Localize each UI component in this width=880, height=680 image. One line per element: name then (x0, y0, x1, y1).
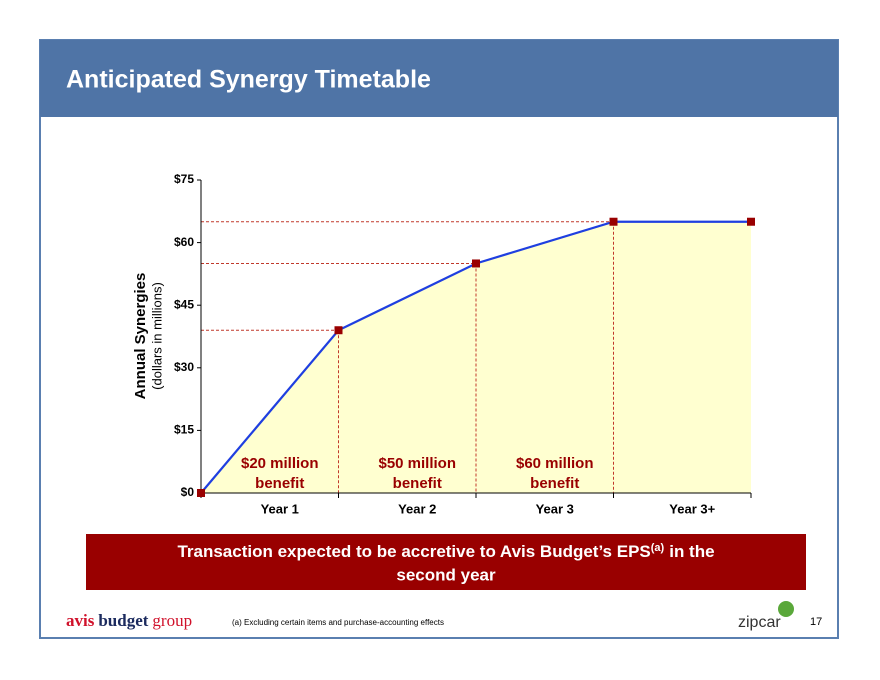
x-tick-label: Year 3 (536, 501, 574, 516)
callout-box (86, 534, 806, 590)
x-tick-label: Year 2 (398, 501, 436, 516)
chart: Annual Synergies (dollars in millions) $… (132, 172, 755, 516)
callout-superscript: (a) (651, 542, 665, 554)
annotation: benefit (530, 475, 579, 492)
y-axis-subtitle: (dollars in millions) (149, 282, 164, 390)
logo-part: group (152, 611, 192, 630)
footnote: (a) Excluding certain items and purchase… (232, 618, 444, 627)
marker (197, 489, 205, 497)
logo-part: avis (66, 611, 95, 630)
y-tick-label: $15 (174, 423, 194, 437)
logo-zipcar: zipcar (738, 614, 781, 631)
callout-text: in the (669, 542, 714, 561)
y-tick-label: $45 (174, 297, 194, 311)
callout-line: Transaction expected to be accretive to … (177, 542, 714, 562)
y-tick-label: $75 (174, 172, 194, 186)
y-tick-label: $0 (181, 485, 195, 499)
callout-text: Transaction expected to be accretive to … (177, 542, 650, 561)
page-number: 17 (810, 616, 822, 628)
x-tick-label: Year 1 (261, 501, 299, 516)
callout-line: second year (396, 565, 496, 584)
annotation: $60 million (516, 455, 594, 472)
marker (609, 217, 618, 226)
logo-avis-budget: avis budget group (66, 611, 192, 630)
marker (334, 326, 343, 335)
annotation: benefit (393, 475, 442, 492)
logo-part: budget (98, 611, 148, 630)
zipcar-icon (778, 601, 794, 617)
slide-title: Anticipated Synergy Timetable (66, 66, 431, 94)
marker (747, 217, 755, 226)
y-tick-label: $60 (174, 235, 194, 249)
y-tick-label: $30 (174, 360, 194, 374)
annotation: benefit (255, 475, 304, 492)
y-axis-title: Annual Synergies (132, 273, 149, 400)
header-band (40, 40, 838, 117)
annotation: $20 million (241, 455, 319, 472)
marker (472, 259, 480, 268)
x-tick-label: Year 3+ (669, 501, 715, 516)
annotation: $50 million (378, 455, 456, 472)
